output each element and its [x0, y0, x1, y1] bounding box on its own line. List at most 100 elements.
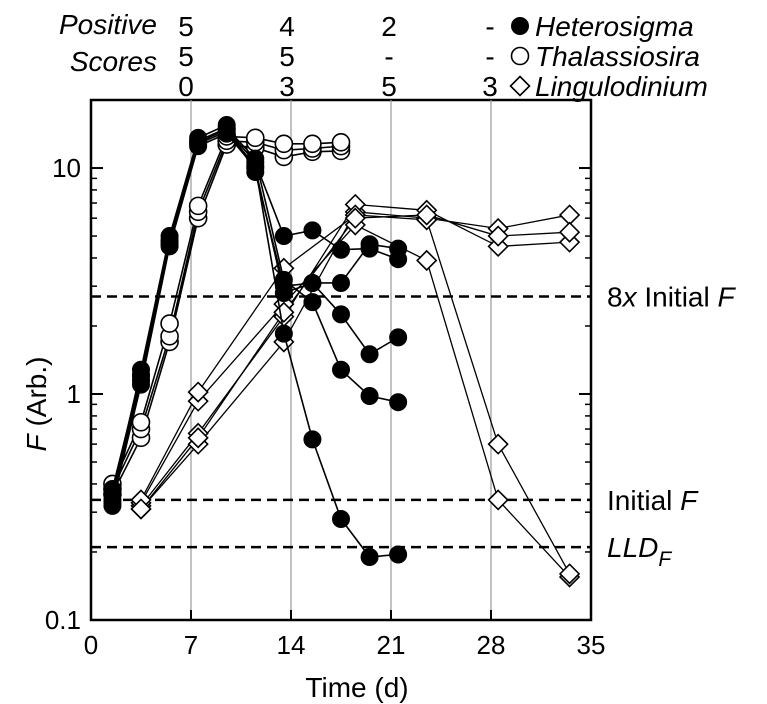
legend-label-heterosigma: Heterosigma [535, 11, 694, 42]
lingulodinium-line-4 [140, 214, 570, 510]
lingulodinium-point-4-5 [487, 225, 509, 247]
thalassiosira-point-2-5 [245, 128, 265, 148]
heterosigma-point-4-0 [103, 493, 122, 512]
heterosigma-point-1-10 [389, 393, 408, 412]
series-lingulodinium [130, 193, 581, 588]
score-thalassiosira-0: 5 [178, 41, 194, 72]
heterosigma-point-4-6 [274, 283, 293, 302]
scores-header-line-1: Positive [59, 9, 157, 40]
heterosigma-point-1-9 [360, 386, 379, 405]
heterosigma-line-4 [111, 132, 399, 504]
thalassiosira-point-2-7 [303, 134, 322, 154]
ref-label-part: Initial [637, 282, 718, 313]
heterosigma-point-0-6 [274, 324, 293, 343]
heterosigma-point-4-3 [189, 137, 208, 156]
thalassiosira-point-2-8 [331, 132, 351, 152]
y-tick-label-0.1: 0.1 [45, 605, 81, 635]
score-lingulodinium-1: 3 [279, 71, 295, 102]
lingulodinium-point-2-5 [487, 489, 509, 511]
lingulodinium-point-4-3 [344, 207, 366, 229]
legend-label-thalassiosira: Thalassiosira [535, 41, 700, 72]
data-series [103, 116, 581, 588]
thalassiosira-point-2-3 [188, 196, 208, 216]
x-tick-label-21: 21 [377, 630, 406, 660]
heterosigma-point-3-6 [274, 227, 293, 246]
x-tick-label-14: 14 [277, 630, 306, 660]
heterosigma-point-4-1 [132, 375, 150, 394]
score-heterosigma-0: 5 [178, 11, 194, 42]
heterosigma-point-4-9 [360, 235, 379, 254]
thalassiosira-point-2-6 [274, 134, 294, 154]
y-tick-label-10: 10 [52, 153, 81, 183]
lingulodinium-line-0 [140, 211, 570, 510]
lingulodinium-point-3-1 [187, 381, 209, 403]
y-tick-label-1: 1 [67, 379, 81, 409]
scores-header: Positive Scores [59, 9, 157, 77]
y-axis-title: F (Arb.) [21, 357, 52, 452]
heterosigma-point-1-8 [332, 360, 350, 379]
ref-label-part: x [621, 282, 638, 313]
lingulodinium-point-4-1 [187, 427, 209, 449]
heterosigma-point-4-5 [246, 159, 265, 178]
ref-label-part: 8 [607, 282, 623, 313]
legend-marker-lingulodinium [509, 75, 531, 97]
series-heterosigma [103, 116, 408, 567]
lingulodinium-point-4-6 [558, 221, 581, 243]
ref-label-part: LLD [607, 532, 658, 563]
score-thalassiosira-2: - [384, 41, 393, 72]
heterosigma-point-4-8 [332, 273, 350, 292]
heterosigma-point-3-8 [332, 240, 350, 259]
score-heterosigma-1: 4 [279, 11, 295, 42]
y-axis-title-rest: (Arb.) [21, 357, 52, 435]
x-tick-label-0: 0 [84, 630, 98, 660]
legend-marker-heterosigma [511, 17, 529, 35]
lingulodinium-point-3-6 [558, 563, 581, 585]
heterosigma-point-2-10 [389, 328, 408, 347]
x-tick-label-35: 35 [577, 630, 606, 660]
plot-frame [89, 98, 593, 622]
heterosigma-point-0-7 [303, 430, 322, 449]
heterosigma-point-4-4 [217, 124, 236, 143]
heterosigma-point-4-7 [303, 273, 322, 292]
heterosigma-point-0-10 [389, 545, 408, 564]
lingulodinium-point-3-5 [487, 433, 509, 455]
score-thalassiosira-3: - [485, 41, 494, 72]
heterosigma-point-2-8 [332, 305, 350, 324]
axis-ticks: 0 7 14 21 28 35 0.1 1 10 [45, 99, 606, 660]
ref-label-part: F [718, 282, 737, 313]
x-axis-title: Time (d) [305, 672, 408, 703]
reference-line-label-1: Initial F [607, 485, 699, 516]
ref-label-part: F [680, 485, 699, 516]
score-lingulodinium-2: 5 [381, 71, 397, 102]
heterosigma-point-4-10 [389, 239, 408, 258]
ref-label-part: Initial [607, 485, 680, 516]
score-lingulodinium-0: 0 [178, 71, 194, 102]
x-tick-label-7: 7 [184, 630, 198, 660]
thalassiosira-point-2-2 [160, 314, 179, 333]
heterosigma-point-3-7 [303, 221, 322, 240]
score-thalassiosira-1: 5 [279, 41, 295, 72]
heterosigma-point-0-9 [360, 548, 379, 567]
score-heterosigma-3: - [485, 11, 494, 42]
heterosigma-point-4-2 [160, 237, 179, 256]
heterosigma-point-0-8 [332, 509, 350, 528]
lingulodinium-point-4-4 [416, 204, 438, 226]
plot-area-border [89, 98, 593, 622]
reference-line-label-0: 8x Initial F [607, 282, 737, 313]
reference-line-label-2: LLDF [607, 532, 672, 571]
score-lingulodinium-3: 3 [482, 71, 498, 102]
heterosigma-point-2-9 [360, 345, 379, 364]
scores-header-line-2: Scores [70, 46, 157, 77]
ref-label-part: F [658, 548, 672, 571]
vertical-gridlines [190, 100, 492, 620]
lingulodinium-point-2-4 [416, 249, 438, 272]
legend-label-lingulodinium: Lingulodinium [535, 71, 708, 102]
lingulodinium-point-4-0 [130, 498, 152, 520]
legend-marker-thalassiosira [510, 46, 530, 66]
score-heterosigma-2: 2 [381, 11, 397, 42]
heterosigma-point-1-7 [303, 293, 322, 312]
y-axis-title-italic: F [21, 432, 52, 451]
